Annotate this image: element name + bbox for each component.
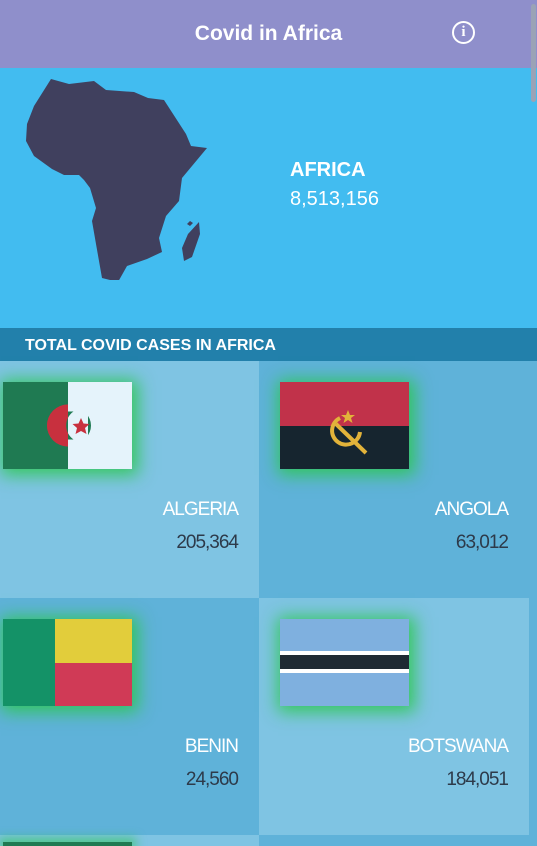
benin-flag-icon [3, 619, 132, 706]
country-card-next[interactable] [0, 835, 259, 846]
country-cases: 184,051 [446, 769, 509, 790]
continent-summary[interactable]: AFRICA 8,513,156 [0, 68, 537, 328]
country-card-angola[interactable]: ANGOLA 63,012 [259, 361, 529, 598]
section-title: TOTAL COVID CASES IN AFRICA [0, 328, 537, 361]
scrollbar[interactable] [529, 0, 537, 846]
title-bar: Covid in Africa i [0, 0, 537, 68]
country-cases: 63,012 [455, 532, 509, 553]
continent-name: AFRICA [290, 159, 366, 181]
next-flag-icon [3, 842, 132, 846]
africa-map-icon [26, 79, 207, 280]
country-card-benin[interactable]: BENIN 24,560 [0, 598, 259, 835]
country-card-algeria[interactable]: ALGERIA 205,364 [0, 361, 259, 598]
country-name: ANGOLA [434, 499, 509, 520]
botswana-flag-icon [280, 619, 409, 706]
scrollbar-thumb[interactable] [531, 4, 536, 102]
country-card-next[interactable] [259, 835, 529, 846]
algeria-flag-icon [3, 382, 132, 469]
app-title: Covid in Africa [194, 22, 343, 45]
country-cases: 205,364 [176, 532, 239, 553]
continent-total-cases: 8,513,156 [290, 188, 379, 210]
angola-flag-icon [280, 382, 409, 469]
country-name: BOTSWANA [407, 736, 509, 757]
country-card-botswana[interactable]: BOTSWANA 184,051 [259, 598, 529, 835]
info-icon[interactable]: i [452, 21, 475, 44]
country-name: ALGERIA [162, 499, 239, 520]
country-cases: 24,560 [185, 769, 239, 790]
country-name: BENIN [184, 736, 239, 757]
country-grid: ALGERIA 205,364 ANGOLA 63,012 BENIN 24,5… [0, 361, 537, 846]
